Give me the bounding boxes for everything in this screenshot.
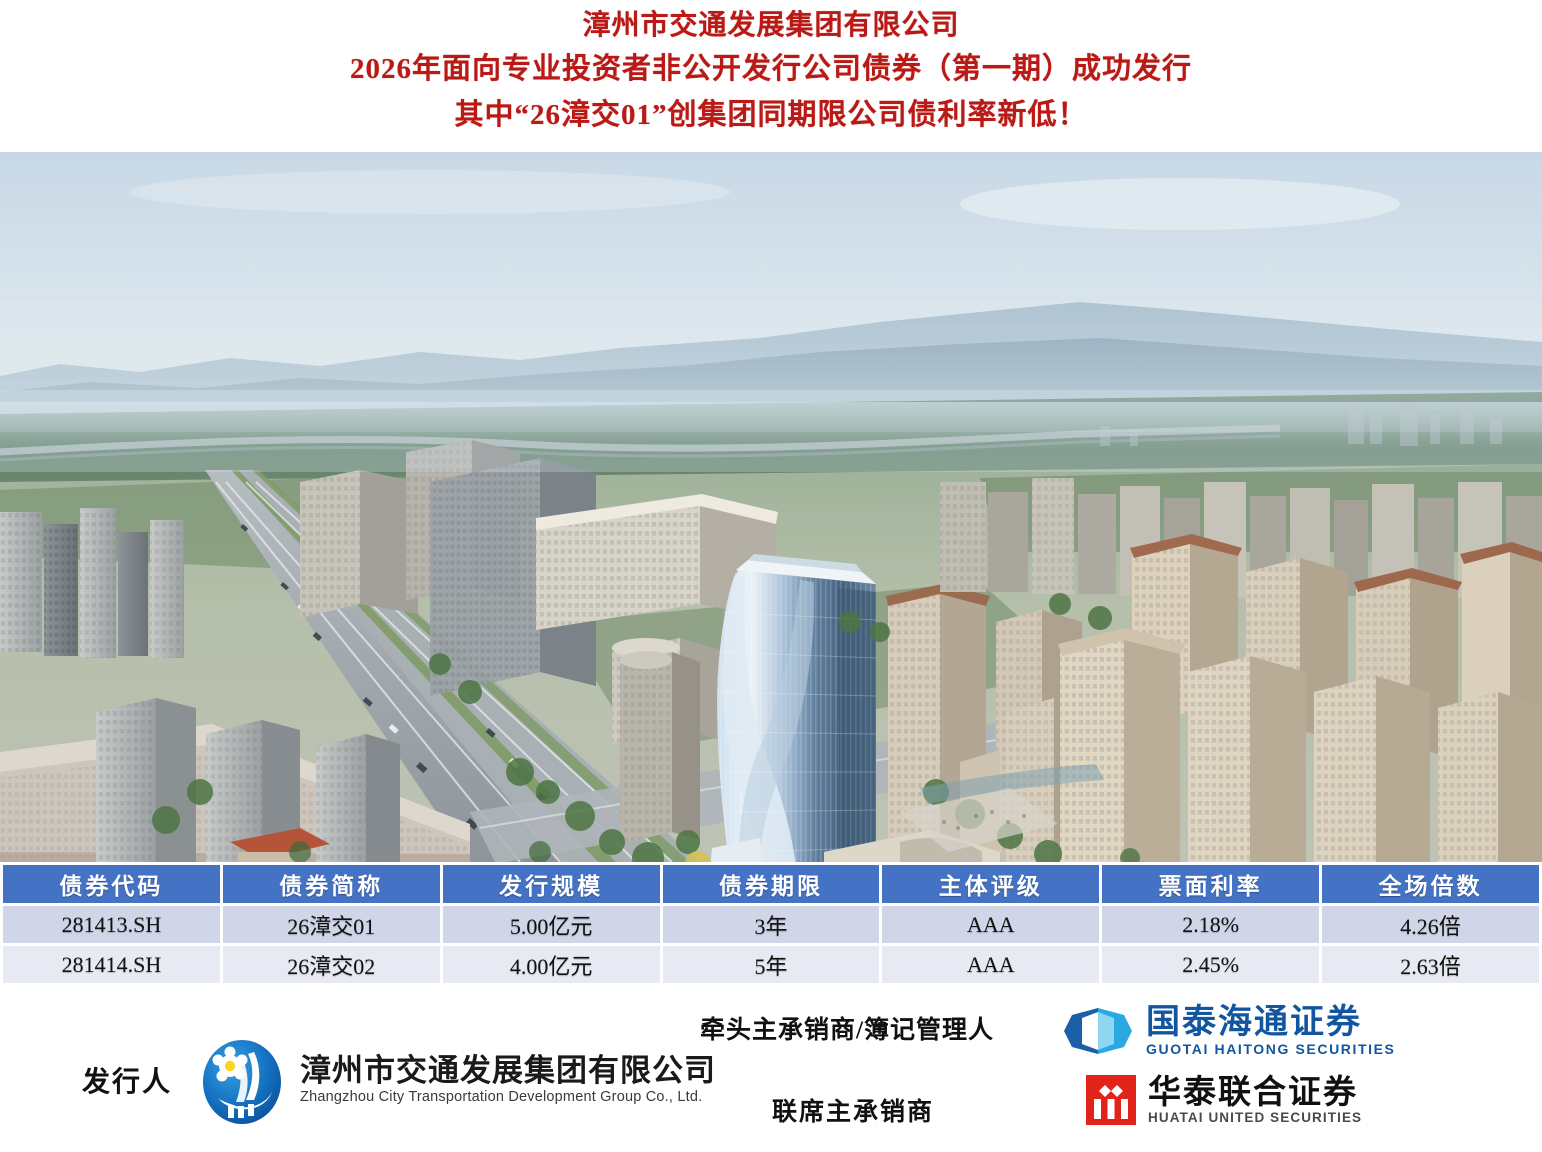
cell-subscription-multiple: 2.63倍 (1322, 946, 1539, 983)
issuer-name-en: Zhangzhou City Transportation Developmen… (300, 1089, 703, 1105)
cell-bond-code: 281414.SH (3, 946, 220, 983)
cell-issue-size: 4.00亿元 (442, 946, 660, 983)
footer-block: 发行人 (0, 996, 1542, 1152)
cell-subscription-multiple: 4.26倍 (1322, 906, 1539, 943)
cell-bond-tenor: 5年 (662, 946, 880, 983)
column-header-bond-abbr: 债券简称 (222, 865, 440, 903)
table-header-row: 债券代码 债券简称 发行规模 债券期限 主体评级 票面利率 全场倍数 (3, 865, 1539, 903)
table-row: 281413.SH 26漳交01 5.00亿元 3年 AAA 2.18% 4.2… (3, 906, 1539, 943)
issuer-block: 发行人 (82, 1032, 716, 1128)
cell-bond-abbr: 26漳交01 (222, 906, 440, 943)
cell-coupon-rate: 2.18% (1102, 906, 1320, 943)
cityscape-hero-image (0, 152, 1542, 862)
cityscape-illustration (0, 152, 1542, 862)
column-header-bond-code: 债券代码 (3, 865, 220, 903)
issuer-label: 发行人 (82, 1067, 173, 1098)
column-header-issue-size: 发行规模 (442, 865, 660, 903)
column-header-bond-tenor: 债券期限 (662, 865, 880, 903)
headline-line-2: 2026年面向专业投资者非公开发行公司债券（第一期）成功发行 (349, 53, 1192, 85)
lead-underwriter-name-en: GUOTAI HAITONG SECURITIES (1146, 1041, 1396, 1057)
cell-issuer-rating: AAA (882, 906, 1100, 943)
headline-line-3: 其中“26漳交01”创集团同期限公司债利率新低！ (454, 99, 1088, 131)
headline-line-1: 漳州市交通发展集团有限公司 (582, 10, 960, 41)
cell-issuer-rating: AAA (882, 946, 1100, 983)
issuer-name-cn: 漳州市交通发展集团有限公司 (300, 1053, 717, 1088)
lead-underwriter-name-cn: 国泰海通证券 (1146, 1003, 1362, 1041)
column-header-subscription-multiple: 全场倍数 (1322, 865, 1539, 903)
joint-underwriter-label: 联席主承销商 (772, 1099, 935, 1126)
underwriter-labels: 牵头主承销商/簿记管理人 联席主承销商 (700, 1010, 1030, 1128)
cell-bond-abbr: 26漳交02 (222, 946, 440, 983)
joint-underwriter-logo: 华泰联合证券 HUATAI UNITED SECURITIES (1086, 1074, 1362, 1126)
cell-bond-tenor: 3年 (662, 906, 880, 943)
guotai-haitong-icon (1064, 1008, 1132, 1054)
lead-underwriter-label: 牵头主承销商/簿记管理人 (700, 1017, 994, 1044)
column-header-coupon-rate: 票面利率 (1102, 865, 1320, 903)
lead-underwriter-logo: 国泰海通证券 GUOTAI HAITONG SECURITIES (1062, 1004, 1396, 1058)
joint-underwriter-name-cn: 华泰联合证券 (1148, 1073, 1358, 1110)
joint-underwriter-name-en: HUATAI UNITED SECURITIES (1148, 1110, 1363, 1125)
table-row: 281414.SH 26漳交02 4.00亿元 5年 AAA 2.45% 2.6… (3, 946, 1539, 983)
cell-issue-size: 5.00亿元 (442, 906, 660, 943)
headline-block: 漳州市交通发展集团有限公司 2026年面向专业投资者非公开发行公司债券（第一期）… (0, 0, 1542, 138)
cell-coupon-rate: 2.45% (1102, 946, 1320, 983)
issuer-logo-icon (203, 1040, 282, 1124)
bond-summary-table: 债券代码 债券简称 发行规模 债券期限 主体评级 票面利率 全场倍数 28141… (0, 862, 1542, 986)
cell-bond-code: 281413.SH (3, 906, 220, 943)
huatai-united-icon (1086, 1075, 1136, 1125)
column-header-issuer-rating: 主体评级 (882, 865, 1100, 903)
